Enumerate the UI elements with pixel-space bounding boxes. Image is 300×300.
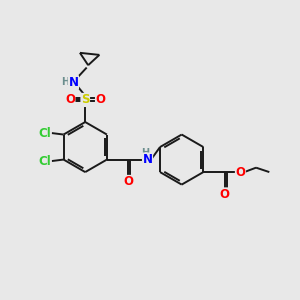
Text: O: O <box>65 93 75 106</box>
Text: H: H <box>141 148 149 158</box>
Text: N: N <box>68 76 78 89</box>
Text: O: O <box>236 166 245 178</box>
Text: Cl: Cl <box>38 154 51 167</box>
Text: S: S <box>81 93 89 106</box>
Text: O: O <box>95 93 106 106</box>
Text: O: O <box>220 188 230 201</box>
Text: O: O <box>123 176 133 188</box>
Text: H: H <box>61 77 70 87</box>
Text: Cl: Cl <box>38 127 51 140</box>
Text: N: N <box>142 153 152 166</box>
